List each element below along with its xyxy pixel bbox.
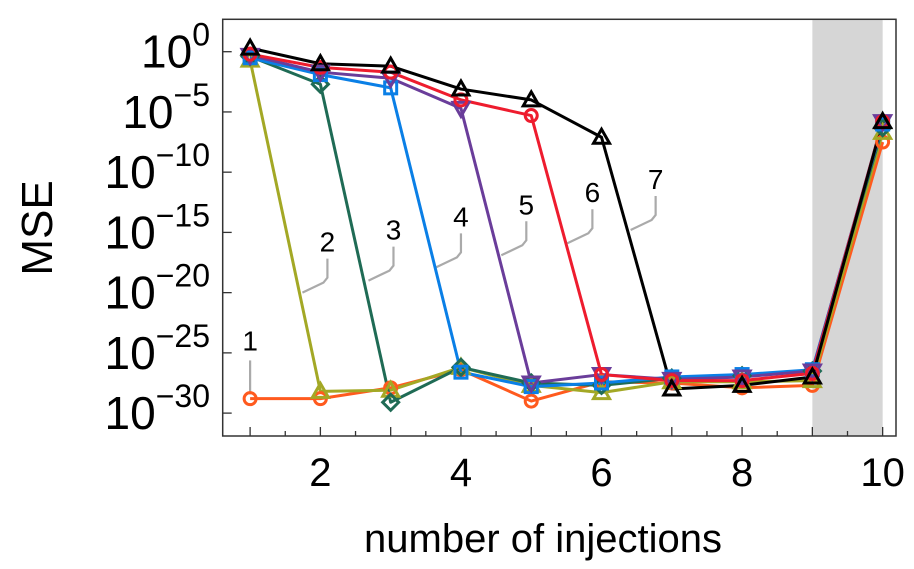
y-tick-base: 10 (141, 26, 192, 78)
series-6-marker (664, 373, 680, 389)
series-line-4 (249, 56, 885, 389)
y-tick-exponent: −15 (156, 197, 210, 233)
leader-line (435, 233, 463, 269)
series-label-1: 1 (242, 325, 258, 356)
series-label-4: 4 (453, 201, 469, 232)
y-tick-base: 10 (105, 387, 156, 439)
y-tick-base: 10 (105, 267, 156, 319)
series-label-5: 5 (519, 189, 535, 220)
shaded-region (812, 19, 883, 437)
leader-line (500, 221, 528, 257)
series-7-marker (380, 55, 402, 74)
y-tick-label: 10−30 (105, 378, 210, 439)
series-2-marker (590, 381, 613, 401)
series-7-marker (450, 78, 472, 97)
x-tick-label: 6 (590, 451, 612, 495)
leader-line (566, 209, 594, 245)
y-tick-base: 10 (122, 86, 173, 138)
y-tick-exponent: −30 (156, 378, 210, 414)
series-7-marker (520, 88, 542, 108)
series-7-marker (801, 365, 823, 385)
x-axis-label: number of injections (364, 517, 722, 561)
series-label-7: 7 (648, 164, 664, 195)
series-line-6 (249, 52, 885, 383)
series-3-marker (380, 392, 401, 413)
y-tick-exponent: −5 (174, 77, 210, 113)
y-tick-exponent: −25 (156, 318, 210, 354)
series-line-3 (249, 55, 885, 404)
y-axis-label: MSE (13, 180, 62, 275)
series-1-marker (242, 391, 258, 407)
series-2-marker (309, 380, 331, 399)
series-7-marker (731, 374, 753, 393)
series-7-marker (872, 110, 894, 130)
series-7-marker (590, 126, 613, 145)
series-line-5 (249, 53, 885, 385)
y-tick-exponent: 0 (192, 17, 210, 53)
series-4-marker (383, 80, 399, 96)
y-tick-base: 10 (105, 206, 156, 258)
series-5-marker (520, 375, 542, 395)
plot-frame (221, 18, 897, 437)
series-6-marker (594, 367, 610, 383)
series-1-marker (523, 393, 539, 409)
x-tick-label: 4 (450, 451, 472, 495)
series-7-marker (661, 377, 683, 397)
y-tick-label: 10−10 (105, 137, 210, 198)
y-tick-base: 10 (105, 146, 156, 198)
y-tick-base: 10 (105, 327, 156, 379)
y-tick-label: 10−5 (122, 77, 210, 138)
y-tick-exponent: −20 (156, 258, 210, 294)
series-7-marker (309, 52, 331, 72)
series-4-marker (453, 364, 469, 380)
x-tick-label: 8 (731, 451, 753, 495)
leader-line (368, 246, 395, 282)
series-label-3: 3 (386, 215, 402, 246)
x-tick-label: 2 (309, 451, 331, 495)
y-tick-label: 10−15 (105, 197, 210, 258)
leader-line (630, 195, 657, 231)
y-tick-label: 10−25 (105, 318, 210, 379)
series-4-marker (594, 375, 610, 391)
series-line-1 (250, 141, 885, 403)
series-label-6: 6 (585, 177, 601, 208)
y-tick-label: 100 (141, 17, 210, 78)
series-5-marker (450, 100, 472, 120)
series-5-marker (801, 363, 823, 382)
series-label-2: 2 (320, 227, 336, 258)
y-tick-label: 10−20 (105, 258, 210, 319)
series-line-2 (248, 59, 885, 395)
y-tick-exponent: −10 (156, 137, 210, 173)
series-7-marker (239, 37, 261, 56)
leader-line (301, 258, 329, 294)
x-tick-label: 10 (860, 451, 905, 495)
series-line-7 (249, 46, 885, 391)
series-6-marker (523, 108, 539, 124)
